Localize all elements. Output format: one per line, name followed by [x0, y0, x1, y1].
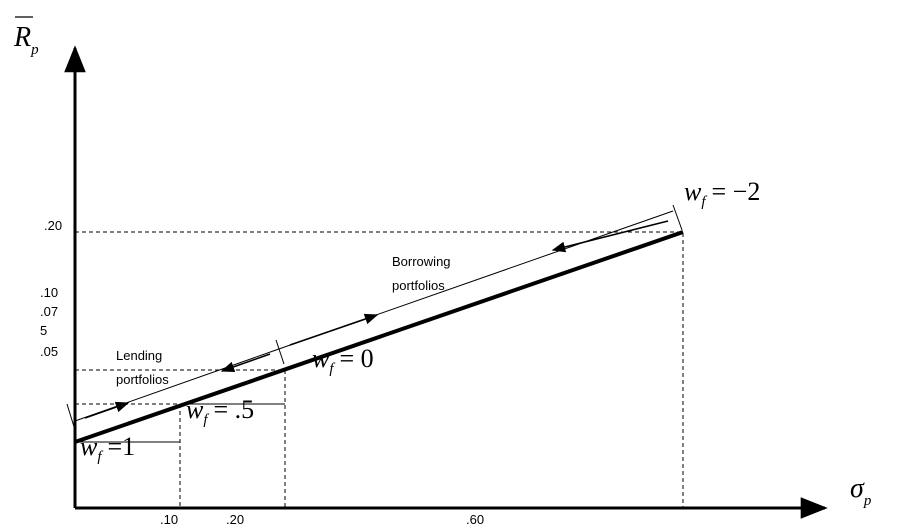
y-tick-label: .10: [40, 285, 58, 300]
arrow: [551, 220, 669, 253]
arrow: [220, 353, 271, 373]
annotation: Borrowing: [392, 254, 451, 269]
tick: [672, 204, 683, 231]
x-tick-label: .60: [466, 512, 484, 527]
annotation: portfolios: [392, 278, 445, 293]
capital-line: [74, 230, 684, 444]
tick: [66, 403, 76, 431]
guide: [75, 231, 684, 508]
x-tick-label: .20: [226, 512, 244, 527]
tick: [275, 339, 285, 365]
annotation: Lending: [116, 348, 162, 363]
weight-label: wf = .5: [186, 395, 254, 428]
y-tick-label: 5: [40, 323, 47, 338]
arrow: [289, 313, 379, 346]
y-tick-label: .05: [40, 344, 58, 359]
x-tick-label: .10: [160, 512, 178, 527]
weight-label: wf = 0: [312, 344, 374, 377]
annotation: portfolios: [116, 372, 169, 387]
arrow: [84, 401, 130, 419]
y-tick-label: .07: [40, 304, 58, 319]
x-label: σp: [850, 473, 872, 509]
weight-label: wf = −2: [684, 177, 760, 210]
weight-label: wf =1: [80, 432, 135, 465]
y-label: Rp: [13, 22, 39, 58]
y-tick-label: .20: [44, 218, 62, 233]
